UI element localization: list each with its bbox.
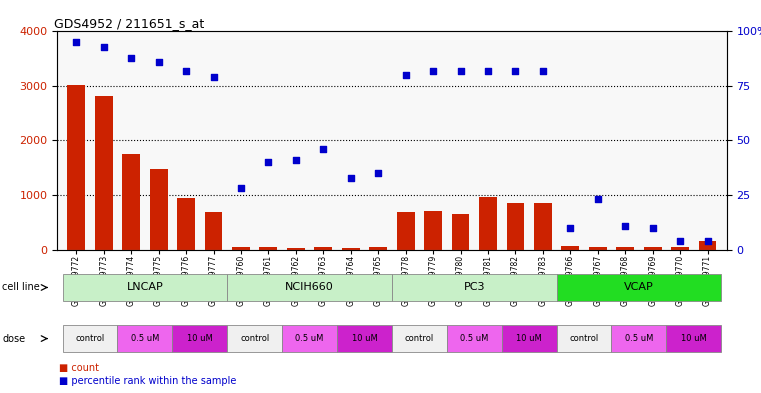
- Bar: [177, 198, 195, 250]
- Bar: [644, 247, 661, 250]
- Text: control: control: [75, 334, 104, 343]
- Point: [619, 222, 632, 229]
- Point: [152, 59, 164, 65]
- Bar: [616, 247, 634, 250]
- Bar: [562, 246, 579, 250]
- Bar: [369, 247, 387, 250]
- Text: ■ percentile rank within the sample: ■ percentile rank within the sample: [59, 376, 237, 386]
- Point: [482, 68, 494, 74]
- Bar: [534, 203, 552, 250]
- Bar: [671, 247, 689, 250]
- Text: PC3: PC3: [463, 283, 485, 292]
- Point: [647, 225, 659, 231]
- Bar: [205, 213, 222, 250]
- Bar: [451, 213, 470, 250]
- Text: ■ count: ■ count: [59, 364, 100, 373]
- Point: [290, 157, 302, 163]
- Point: [454, 68, 466, 74]
- Text: control: control: [569, 334, 599, 343]
- Point: [263, 159, 275, 165]
- Bar: [699, 241, 716, 250]
- Point: [509, 68, 521, 74]
- Text: 10 uM: 10 uM: [187, 334, 212, 343]
- Point: [591, 196, 603, 202]
- Text: GDS4952 / 211651_s_at: GDS4952 / 211651_s_at: [54, 17, 204, 30]
- Point: [400, 72, 412, 78]
- Bar: [396, 213, 415, 250]
- Text: 0.5 uM: 0.5 uM: [131, 334, 159, 343]
- Point: [537, 68, 549, 74]
- Bar: [479, 197, 497, 250]
- Bar: [507, 203, 524, 250]
- Bar: [150, 169, 167, 250]
- Text: 0.5 uM: 0.5 uM: [295, 334, 323, 343]
- Bar: [342, 248, 360, 250]
- Bar: [424, 211, 442, 250]
- Text: 0.5 uM: 0.5 uM: [625, 334, 653, 343]
- Point: [427, 68, 439, 74]
- Point: [125, 55, 137, 61]
- Bar: [589, 247, 607, 250]
- Text: control: control: [405, 334, 434, 343]
- Bar: [314, 247, 333, 250]
- Bar: [123, 154, 140, 250]
- Point: [208, 74, 220, 81]
- Text: 0.5 uM: 0.5 uM: [460, 334, 489, 343]
- Point: [97, 44, 110, 50]
- Text: 10 uM: 10 uM: [516, 334, 542, 343]
- Text: VCAP: VCAP: [624, 283, 654, 292]
- Bar: [287, 248, 304, 250]
- Text: dose: dose: [2, 334, 25, 343]
- Text: cell line: cell line: [2, 283, 40, 292]
- Point: [180, 68, 193, 74]
- Point: [702, 238, 714, 244]
- Bar: [95, 96, 113, 250]
- Point: [70, 39, 82, 46]
- Point: [317, 146, 330, 152]
- Point: [564, 225, 576, 231]
- Bar: [260, 247, 277, 250]
- Text: 10 uM: 10 uM: [681, 334, 707, 343]
- Text: control: control: [240, 334, 269, 343]
- Point: [674, 238, 686, 244]
- Point: [235, 185, 247, 192]
- Text: LNCAP: LNCAP: [126, 283, 164, 292]
- Bar: [232, 247, 250, 250]
- Point: [372, 170, 384, 176]
- Text: NCIH660: NCIH660: [285, 283, 334, 292]
- Text: 10 uM: 10 uM: [352, 334, 377, 343]
- Point: [345, 174, 357, 181]
- Bar: [68, 85, 85, 250]
